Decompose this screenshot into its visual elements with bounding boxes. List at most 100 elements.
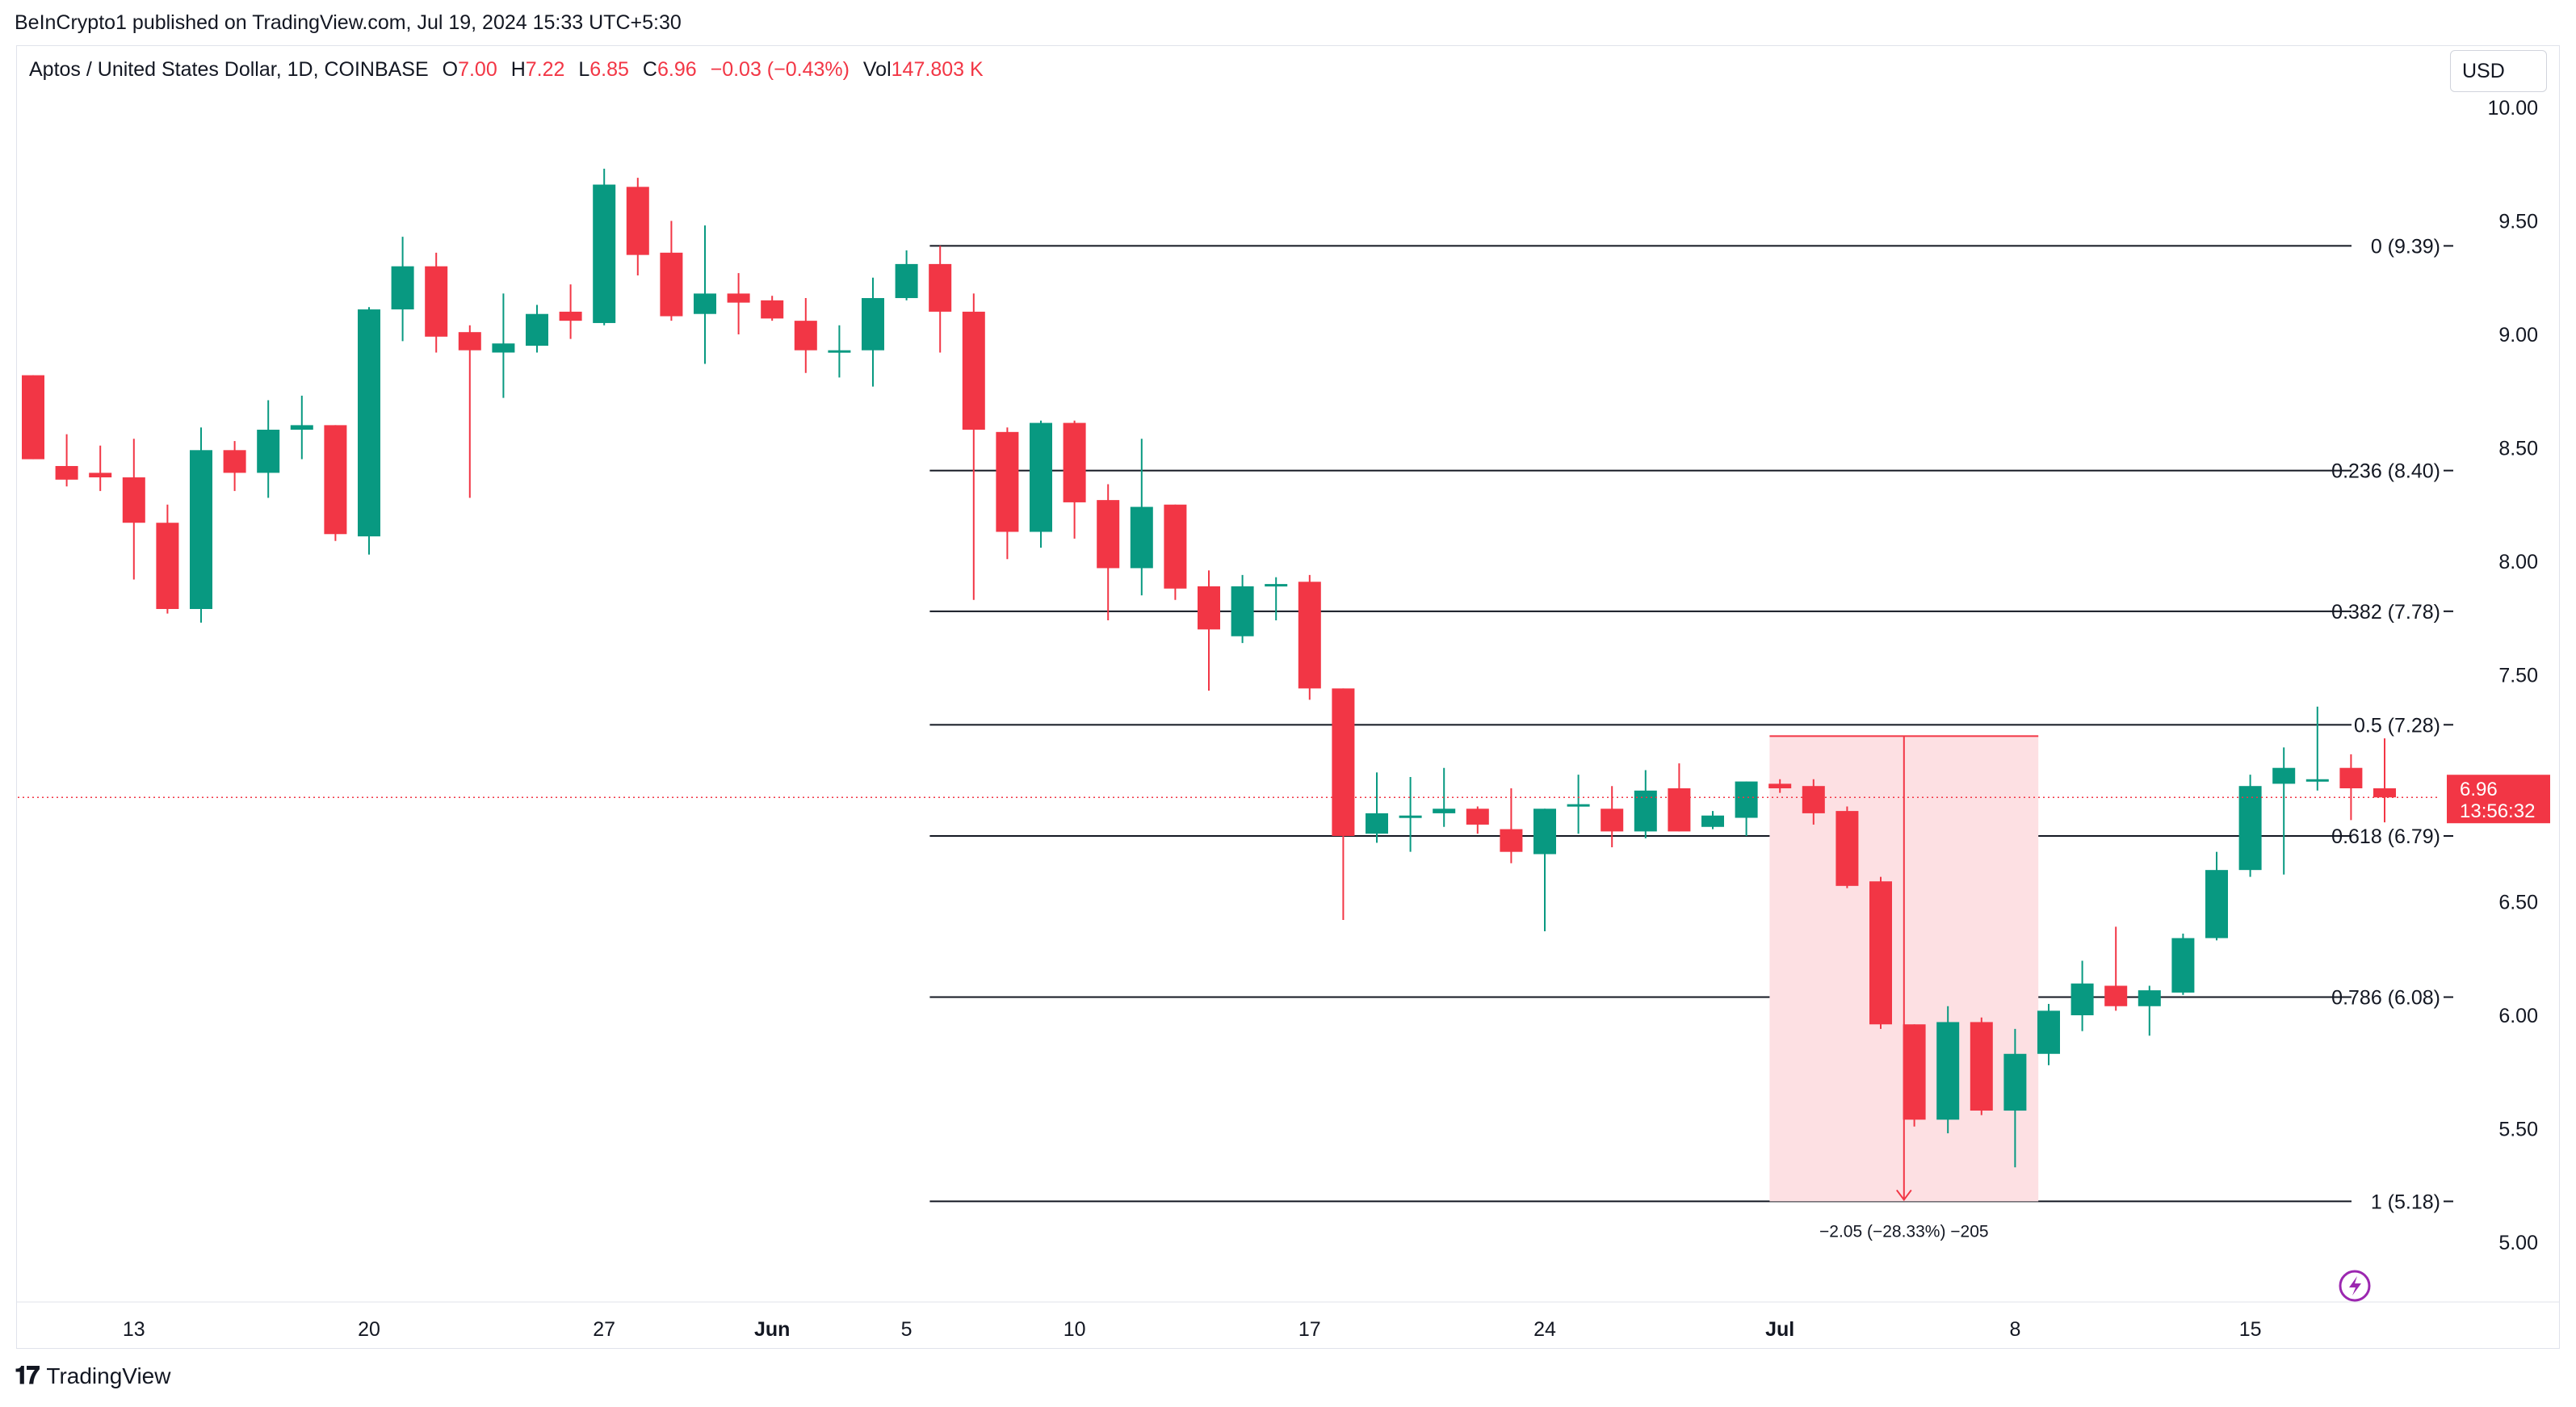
- candle-body: [727, 293, 750, 303]
- candle-body: [895, 263, 918, 299]
- x-axis-tick-label: 13: [123, 1318, 145, 1341]
- open-label: O: [442, 58, 459, 81]
- fib-level-label: 0.382 (7.78): [2331, 601, 2440, 624]
- open-value: 7.00: [458, 58, 497, 81]
- candle-body: [122, 477, 145, 523]
- high-value: 7.22: [525, 58, 565, 81]
- lightning-bolt-icon: [2349, 1276, 2361, 1296]
- candle-body: [2104, 985, 2128, 1006]
- close-value: 6.96: [657, 58, 697, 81]
- fib-level-label: 0.236 (8.40): [2331, 460, 2440, 483]
- close-label: C: [642, 58, 657, 81]
- x-axis-tick-label: 27: [593, 1318, 615, 1341]
- candle-body: [1265, 584, 1288, 587]
- x-axis-tick-label: 24: [1533, 1318, 1556, 1341]
- candle-body: [794, 321, 817, 351]
- candle-body: [324, 425, 347, 535]
- high-label: H: [510, 58, 526, 81]
- fib-retracement-layer: 0 (9.39) 0.236 (8.40) 0.382 (7.78) 0.5 (7.2…: [929, 235, 2453, 1213]
- volume-label: Vol: [862, 58, 892, 81]
- chart-frame[interactable]: [16, 45, 2560, 1349]
- currency-button[interactable]: USD: [2450, 50, 2547, 92]
- candle-body: [425, 266, 448, 337]
- candle-body: [1366, 813, 1388, 834]
- low-label: L: [578, 58, 590, 81]
- x-axis-tick-label: 5: [901, 1318, 913, 1341]
- candle-body: [1567, 804, 1590, 807]
- candle-body: [828, 350, 851, 353]
- candle-body: [2373, 788, 2396, 798]
- published-caption: BeInCrypto1 published on TradingView.com…: [15, 11, 682, 34]
- candle-body: [2238, 786, 2262, 871]
- candle-body: [1936, 1022, 1960, 1120]
- change-value: −0.03 (−0.43%): [710, 58, 850, 81]
- candle-body: [2003, 1053, 2027, 1111]
- x-axis-tick-label: Jun: [754, 1318, 790, 1341]
- candles-layer: [22, 168, 2396, 1168]
- y-axis-tick-label: 5.00: [2498, 1232, 2538, 1254]
- candle-body: [1298, 582, 1321, 689]
- fib-level-label: 0 (9.39): [2371, 235, 2440, 258]
- candle-body: [290, 425, 313, 430]
- candle-body: [492, 343, 515, 353]
- candle-body: [55, 465, 78, 480]
- candle-body: [358, 309, 380, 537]
- candle-body: [1063, 422, 1086, 502]
- candle-body: [1164, 504, 1187, 589]
- y-axis-tick-label: 9.00: [2498, 324, 2538, 346]
- y-axis-tick-label: 5.50: [2498, 1119, 2538, 1141]
- candle-body: [2339, 767, 2363, 788]
- candle-body: [626, 187, 649, 255]
- candle-body: [559, 311, 582, 321]
- candle-body: [660, 252, 683, 317]
- tradingview-brand[interactable]: 𝟏𝟕 TradingView: [15, 1362, 170, 1390]
- y-axis-tick-label: 8.00: [2498, 551, 2538, 573]
- candle-body: [1735, 781, 1758, 818]
- candle-body: [1634, 790, 1657, 832]
- lightning-icon: [2339, 1270, 2371, 1302]
- candle-body: [1869, 881, 1892, 1025]
- volume-value: 147.803 K: [891, 58, 984, 81]
- axis-layer: 10.009.509.008.508.007.507.006.506.005.5…: [16, 97, 2560, 1341]
- x-axis-tick-label: 10: [1064, 1318, 1086, 1341]
- candle-body: [2272, 767, 2296, 784]
- candle-body: [1097, 500, 1120, 569]
- measure-arrow-head: [1896, 1189, 1912, 1202]
- fib-level-label: 0.5 (7.28): [2354, 714, 2440, 737]
- fib-level-label: 0.786 (6.08): [2331, 987, 2440, 1010]
- candle-body: [962, 311, 985, 430]
- candle-body: [593, 184, 616, 323]
- x-axis-tick-label: 8: [2009, 1318, 2020, 1341]
- candle-body: [89, 472, 112, 478]
- candle-body: [1466, 808, 1489, 825]
- candle-body: [257, 430, 280, 473]
- candle-body: [2305, 779, 2329, 782]
- candle-body: [1130, 506, 1153, 569]
- candle-body: [1802, 786, 1825, 813]
- candle-body: [526, 313, 548, 346]
- candle-body: [1601, 808, 1624, 832]
- candle-body: [1668, 788, 1691, 832]
- candle-body: [996, 431, 1019, 532]
- candle-body: [1903, 1024, 1926, 1120]
- tradingview-logo-icon: 𝟏𝟕: [15, 1362, 40, 1390]
- candle-body: [1399, 815, 1422, 818]
- y-axis-tick-label: 9.50: [2498, 211, 2538, 233]
- y-axis-tick-label: 6.50: [2498, 892, 2538, 914]
- candle-body: [2205, 870, 2228, 939]
- x-axis-tick-label: 15: [2239, 1318, 2262, 1341]
- y-axis-tick-label: 6.00: [2498, 1005, 2538, 1027]
- candle-body: [2171, 938, 2195, 993]
- measure-label: −2.05 (−28.33%) −205: [1819, 1222, 1989, 1241]
- candle-body: [190, 450, 212, 610]
- y-axis-tick-label: 7.50: [2498, 665, 2538, 687]
- bar-countdown: 13:56:32: [2460, 800, 2535, 822]
- measure-tool-layer: −2.05 (−28.33%) −205: [1769, 735, 2039, 1241]
- candle-body: [1500, 829, 1523, 852]
- candle-body: [223, 450, 246, 473]
- candle-body: [1836, 811, 1859, 886]
- candle-body: [156, 523, 179, 610]
- y-axis-tick-label: 10.00: [2487, 97, 2538, 120]
